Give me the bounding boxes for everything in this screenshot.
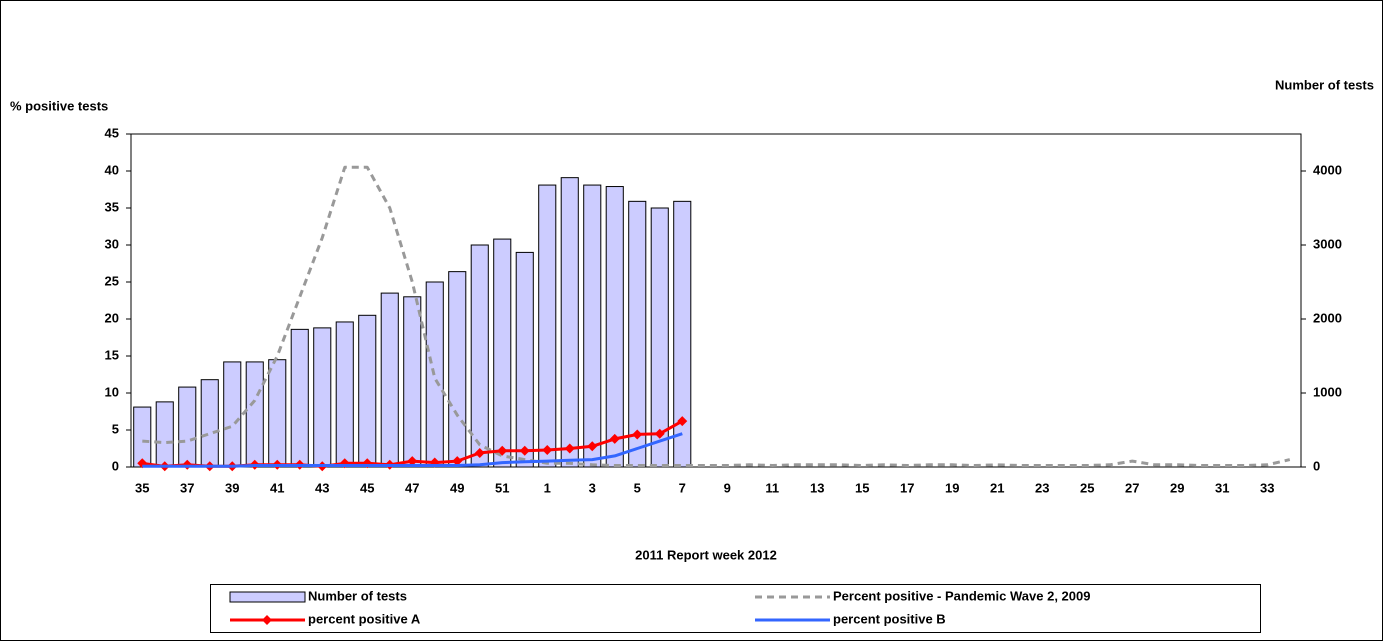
x-tick-label: 17 xyxy=(900,480,914,495)
x-tick-label: 21 xyxy=(990,480,1004,495)
bar xyxy=(515,251,534,468)
marker xyxy=(519,445,530,456)
legend-label: Percent positive - Pandemic Wave 2, 2009 xyxy=(833,588,1090,603)
x-tick-label: 23 xyxy=(1035,480,1049,495)
bar xyxy=(313,327,332,468)
bar xyxy=(605,186,624,468)
x-tick-label: 29 xyxy=(1170,480,1184,495)
x-tick-label: 7 xyxy=(679,480,686,495)
legend-label: percent positive A xyxy=(308,611,421,626)
y2-tick-label: 3000 xyxy=(1313,236,1342,251)
bar xyxy=(290,328,309,468)
bar xyxy=(268,359,287,468)
marker xyxy=(654,428,665,439)
y-tick-label: 40 xyxy=(105,162,119,177)
x-tick-label: 51 xyxy=(495,480,509,495)
x-tick-label: 1 xyxy=(544,480,551,495)
x-tick-label: 41 xyxy=(270,480,284,495)
x-tick-label: 33 xyxy=(1260,480,1274,495)
bar xyxy=(245,361,264,468)
y-tick-label: 15 xyxy=(105,347,119,362)
x-tick-label: 27 xyxy=(1125,480,1139,495)
bar xyxy=(628,200,647,468)
x-tick-label: 39 xyxy=(225,480,239,495)
marker xyxy=(609,433,620,444)
y2-axis-title: Number of tests xyxy=(1275,77,1374,92)
x-tick-label: 35 xyxy=(135,480,149,495)
bar xyxy=(650,207,669,468)
marker xyxy=(564,443,575,454)
x-tick-label: 47 xyxy=(405,480,419,495)
x-tick-label: 37 xyxy=(180,480,194,495)
legend-label: percent positive B xyxy=(833,611,946,626)
y-tick-label: 10 xyxy=(105,384,119,399)
bar xyxy=(178,386,197,468)
bar xyxy=(335,321,354,468)
bar xyxy=(380,292,399,468)
legend-marker xyxy=(262,615,272,625)
bar xyxy=(403,296,422,468)
bar xyxy=(470,244,489,468)
y2-tick-label: 2000 xyxy=(1313,310,1342,325)
bar xyxy=(155,401,174,468)
y-tick-label: 0 xyxy=(112,458,119,473)
y2-tick-label: 4000 xyxy=(1313,162,1342,177)
line xyxy=(142,165,1291,467)
legend-box xyxy=(210,584,1261,633)
y-tick-label: 20 xyxy=(105,310,119,325)
x-tick-label: 13 xyxy=(810,480,824,495)
x-tick-label: 11 xyxy=(765,480,779,495)
bar xyxy=(448,271,467,468)
bar xyxy=(200,379,219,468)
legend-swatch xyxy=(229,591,306,603)
y-tick-label: 5 xyxy=(112,421,119,436)
bar xyxy=(673,200,692,468)
marker xyxy=(474,447,485,458)
bar xyxy=(538,184,557,468)
y2-tick-label: 0 xyxy=(1313,458,1320,473)
x-tick-label: 31 xyxy=(1215,480,1229,495)
marker xyxy=(452,456,463,467)
marker xyxy=(407,456,418,467)
marker xyxy=(542,444,553,455)
bar xyxy=(133,406,152,468)
marker xyxy=(677,416,688,427)
y-axis-title: % positive tests xyxy=(10,98,108,113)
bar xyxy=(560,177,579,468)
x-tick-label: 49 xyxy=(450,480,464,495)
marker xyxy=(587,441,598,452)
y-tick-label: 30 xyxy=(105,236,119,251)
marker xyxy=(632,429,643,440)
legend-label: Number of tests xyxy=(308,588,407,603)
y2-tick-label: 1000 xyxy=(1313,384,1342,399)
x-tick-label: 15 xyxy=(855,480,869,495)
y-tick-label: 25 xyxy=(105,273,119,288)
x-tick-label: 3 xyxy=(589,480,596,495)
x-tick-label: 9 xyxy=(724,480,731,495)
x-tick-label: 19 xyxy=(945,480,959,495)
x-axis-title: 2011 Report week 2012 xyxy=(635,547,777,562)
marker xyxy=(497,445,508,456)
x-tick-label: 43 xyxy=(315,480,329,495)
bar xyxy=(358,314,377,468)
bar xyxy=(223,361,242,468)
x-tick-label: 25 xyxy=(1080,480,1094,495)
x-tick-label: 45 xyxy=(360,480,374,495)
y-tick-label: 45 xyxy=(105,125,119,140)
y-tick-label: 35 xyxy=(105,199,119,214)
x-tick-label: 5 xyxy=(634,480,641,495)
line xyxy=(142,432,683,468)
bar xyxy=(583,184,602,468)
bar xyxy=(493,238,512,468)
